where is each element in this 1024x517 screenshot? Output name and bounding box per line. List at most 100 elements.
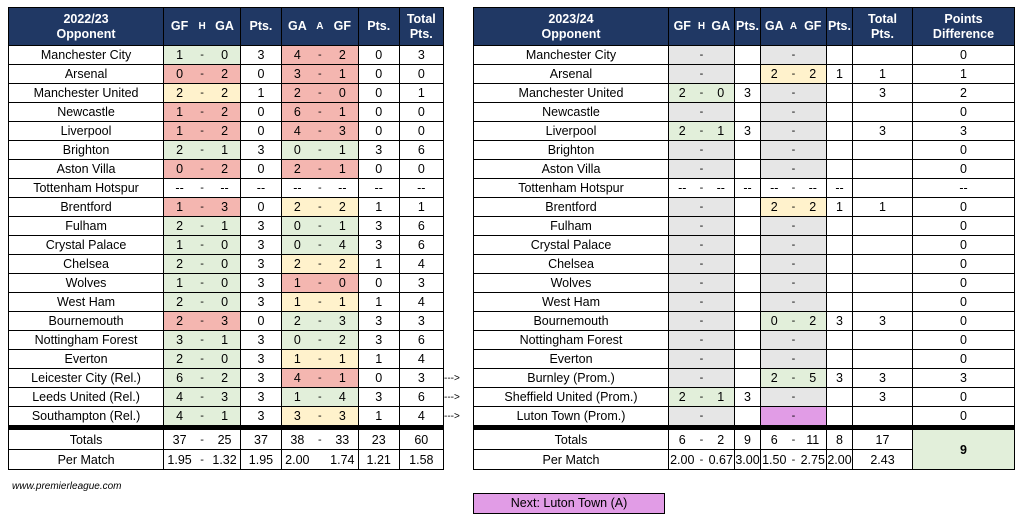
home-points: 3: [240, 292, 282, 312]
home-score-separator: -: [195, 254, 210, 274]
header-home-gf: GF: [668, 7, 696, 46]
away-score-separator: -: [787, 330, 800, 350]
table-row: Tottenham Hotspur -- - -- -- -- - -- -- --: [473, 178, 1015, 198]
opponent-name: Leicester City (Rel.): [7, 368, 165, 388]
away-score-separator: -: [787, 45, 800, 65]
points-difference: 3: [912, 121, 1015, 141]
table-row: Newcastle - - 0: [473, 102, 1015, 122]
opponent-name: Newcastle: [7, 102, 165, 122]
away-goals-against: 3: [280, 406, 313, 426]
away-score-separator: -: [787, 178, 800, 198]
home-score-separator: -: [695, 216, 708, 236]
home-score-separator: -: [195, 311, 210, 331]
home-points: [734, 102, 761, 122]
away-score-separator: -: [787, 197, 800, 217]
away-goals-for: 2.75: [799, 449, 827, 470]
away-score-separator: -: [787, 368, 800, 388]
total-points: 1.58: [398, 449, 445, 470]
home-goals-against: [707, 45, 735, 65]
header-away-pts: Pts.: [826, 7, 853, 46]
away-points: 2.00: [826, 449, 853, 470]
opponent-name: Manchester City: [7, 45, 165, 65]
away-points: 0: [357, 159, 400, 179]
home-points: 3: [734, 83, 761, 103]
away-goals-for: 1.74: [326, 449, 359, 470]
away-goals-for: 2: [326, 330, 359, 350]
total-points: 3: [852, 368, 913, 388]
home-goals-for: 2: [668, 387, 696, 407]
header-total-pts: Total Pts.: [852, 7, 913, 46]
home-goals-for: [668, 330, 696, 350]
home-points: 3: [240, 349, 282, 369]
home-goals-for: [668, 45, 696, 65]
table-row: Arsenal 0-2 0 3-1 0 0: [7, 64, 445, 84]
table-row: Crystal Palace 1-0 3 0-4 3 6: [7, 235, 445, 255]
opponent-name: Nottingham Forest: [7, 330, 165, 350]
away-goals-for: [799, 254, 827, 274]
home-score-separator: -: [695, 368, 708, 388]
opponent-name: Luton Town (Prom.): [473, 406, 669, 426]
home-score-separator: -: [195, 140, 210, 160]
away-goals-against: 2: [280, 159, 313, 179]
table-row: Bournemouth -0-2 3 3 0: [473, 311, 1015, 331]
home-goals-against: 0: [209, 235, 242, 255]
total-points: [852, 235, 913, 255]
table-row: Tottenham Hotspur -- - -- -- -- - -- -- --: [7, 178, 445, 198]
away-score-separator: -: [312, 197, 327, 217]
away-goals-for: 2: [799, 197, 827, 217]
home-goals-against: 0: [209, 254, 242, 274]
opponent-name: Chelsea: [473, 254, 669, 274]
table-row: Crystal Palace - - 0: [473, 235, 1015, 255]
away-points: [826, 45, 853, 65]
total-points: 4: [398, 292, 445, 312]
away-score-separator: -: [312, 273, 327, 293]
total-points: [852, 254, 913, 274]
points-difference: 0: [912, 292, 1015, 312]
points-difference: 2: [912, 83, 1015, 103]
table-row: Luton Town (Prom.) - - 0: [473, 406, 1015, 426]
away-points: [826, 121, 853, 141]
home-goals-for: 1: [163, 197, 196, 217]
opponent-name: Nottingham Forest: [473, 330, 669, 350]
away-goals-for: 3: [326, 311, 359, 331]
home-goals-against: 0: [209, 349, 242, 369]
points-difference: 0: [912, 311, 1015, 331]
home-goals-against: [707, 292, 735, 312]
total-points: 6: [398, 235, 445, 255]
home-goals-for: 2: [163, 311, 196, 331]
away-points: 8: [826, 429, 853, 450]
opponent-name: Newcastle: [473, 102, 669, 122]
home-points: [734, 235, 761, 255]
home-goals-for: 0: [163, 159, 196, 179]
away-points: [826, 292, 853, 312]
total-points: 4: [398, 406, 445, 426]
points-difference: 0: [912, 273, 1015, 293]
table-row: Aston Villa 0-2 0 2-1 0 0: [7, 159, 445, 179]
opponent-name: Tottenham Hotspur: [7, 178, 165, 198]
home-goals-against: [707, 368, 735, 388]
away-goals-for: [799, 387, 827, 407]
header-away-gf: GF: [326, 7, 359, 46]
away-goals-against: 1.50: [760, 449, 788, 470]
away-goals-against: [760, 45, 788, 65]
table-row: Manchester United 2-2 1 2-0 0 1: [7, 83, 445, 103]
away-goals-against: 0: [280, 140, 313, 160]
table-row: Arsenal -2-2 1 1 1: [473, 64, 1015, 84]
home-goals-for: --: [163, 178, 196, 198]
away-goals-against: --: [760, 178, 788, 198]
table-row: Brighton 2-1 3 0-1 3 6: [7, 140, 445, 160]
table-row: Newcastle 1-2 0 6-1 0 0: [7, 102, 445, 122]
away-score-separator: -: [312, 429, 327, 450]
away-goals-for: 2: [326, 45, 359, 65]
away-goals-against: [760, 406, 788, 426]
home-points: [734, 330, 761, 350]
home-goals-for: 2: [163, 254, 196, 274]
away-goals-for: [799, 159, 827, 179]
opponent-name: Arsenal: [473, 64, 669, 84]
total-points: 3: [398, 311, 445, 331]
away-goals-for: [799, 45, 827, 65]
home-goals-against: 1: [707, 387, 735, 407]
home-score-separator: -: [195, 83, 210, 103]
away-goals-for: [799, 140, 827, 160]
away-goals-against: [760, 292, 788, 312]
